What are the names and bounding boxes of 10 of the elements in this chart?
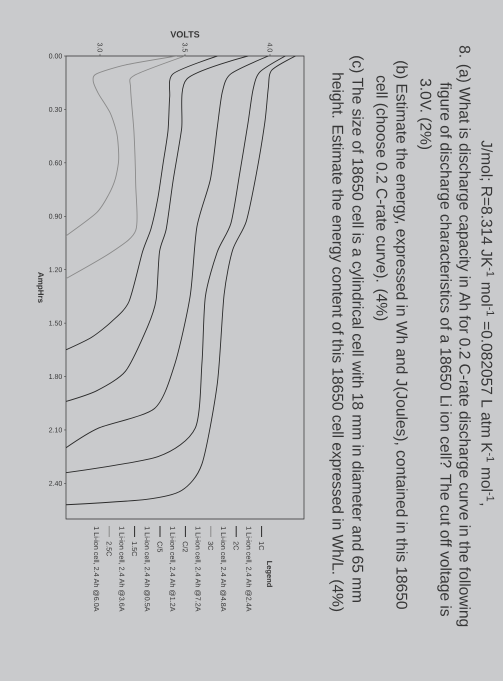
y-axis-title: AmpHrs: [36, 272, 44, 303]
text: height. Estimate the energy content of this 18650 cell expressed in Wh/L. (4%): [329, 73, 344, 612]
x-axis-title: VOLTS: [170, 31, 200, 38]
text: 8. (a) What is discharge capacity in Ah for 0.2 C-rate discharge curve in the following: [456, 46, 471, 626]
text: (c) The size of 18650 cell is a cylindrical cell with 18 mm in diameter and 65 mm: [349, 56, 364, 602]
text: J/mol; R=8.314 JK$^{-1}$ mol$^{-1}$ =0.082057 L atm K$^{-1}$ mol$^{-1}$,: [480, 140, 494, 506]
text: figure of discharge characteristics of a 18650 Li ion cell? The cut off voltage is: [437, 82, 452, 616]
text: (b) Estimate the energy, expressed in Wh and J(Joules), contained in this 18650: [393, 61, 408, 609]
text: cell (choose 0.2 C-rate curve). (4%): [373, 76, 388, 320]
text: 3.0V. (2%): [417, 78, 432, 150]
